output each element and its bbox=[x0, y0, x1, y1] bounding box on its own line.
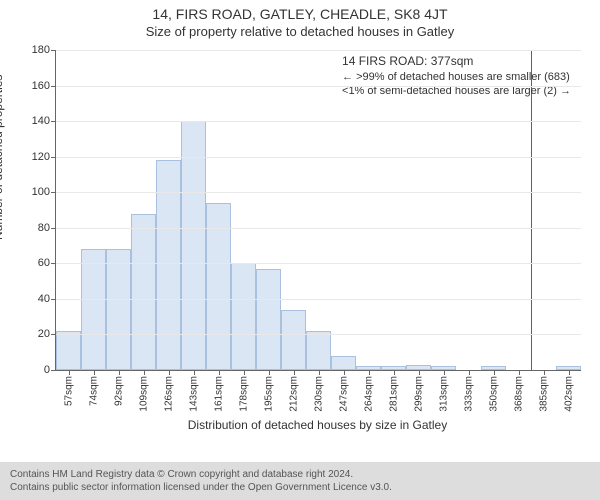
bar bbox=[331, 356, 356, 370]
annotation-box: 14 FIRS ROAD: 377sqm ← >99% of detached … bbox=[342, 54, 571, 98]
footer-line-1: Contains HM Land Registry data © Crown c… bbox=[10, 468, 590, 481]
xtick-label: 212sqm bbox=[288, 376, 299, 412]
xtick-label: 333sqm bbox=[463, 376, 474, 412]
y-axis-label: Number of detached properties bbox=[0, 75, 5, 240]
xtick-mark bbox=[469, 370, 470, 375]
gridline bbox=[56, 334, 581, 335]
gridline bbox=[56, 121, 581, 122]
xtick-mark bbox=[444, 370, 445, 375]
ytick-mark bbox=[51, 228, 56, 229]
gridline bbox=[56, 50, 581, 51]
bar bbox=[106, 249, 131, 370]
bar bbox=[281, 310, 306, 370]
xtick-label: 126sqm bbox=[163, 376, 174, 412]
xtick-label: 109sqm bbox=[138, 376, 149, 412]
gridline bbox=[56, 86, 581, 87]
xtick-mark bbox=[569, 370, 570, 375]
bar bbox=[231, 263, 256, 370]
xtick-mark bbox=[219, 370, 220, 375]
xtick-label: 350sqm bbox=[488, 376, 499, 412]
xtick-label: 92sqm bbox=[113, 376, 124, 406]
ytick-mark bbox=[51, 192, 56, 193]
xtick-label: 195sqm bbox=[263, 376, 274, 412]
xtick-label: 247sqm bbox=[338, 376, 349, 412]
bar bbox=[256, 269, 281, 370]
xtick-mark bbox=[519, 370, 520, 375]
ytick-label: 120 bbox=[32, 151, 50, 163]
ytick-mark bbox=[51, 299, 56, 300]
xtick-label: 299sqm bbox=[413, 376, 424, 412]
ytick-label: 60 bbox=[38, 257, 50, 269]
xtick-mark bbox=[69, 370, 70, 375]
xtick-label: 178sqm bbox=[238, 376, 249, 412]
xtick-mark bbox=[394, 370, 395, 375]
ytick-label: 0 bbox=[44, 364, 50, 376]
footer: Contains HM Land Registry data © Crown c… bbox=[0, 462, 600, 500]
xtick-mark bbox=[269, 370, 270, 375]
bar bbox=[181, 121, 206, 370]
ytick-label: 160 bbox=[32, 80, 50, 92]
gridline bbox=[56, 299, 581, 300]
ytick-mark bbox=[51, 370, 56, 371]
ytick-label: 140 bbox=[32, 115, 50, 127]
xtick-mark bbox=[544, 370, 545, 375]
page-title: 14, FIRS ROAD, GATLEY, CHEADLE, SK8 4JT bbox=[0, 0, 600, 22]
xtick-mark bbox=[369, 370, 370, 375]
gridline bbox=[56, 228, 581, 229]
xtick-mark bbox=[244, 370, 245, 375]
annotation-line-1: 14 FIRS ROAD: 377sqm bbox=[342, 54, 571, 70]
bar bbox=[306, 331, 331, 370]
xtick-label: 313sqm bbox=[438, 376, 449, 412]
xtick-label: 57sqm bbox=[63, 376, 74, 406]
ytick-mark bbox=[51, 86, 56, 87]
ytick-mark bbox=[51, 50, 56, 51]
xtick-mark bbox=[144, 370, 145, 375]
gridline bbox=[56, 192, 581, 193]
footer-line-2: Contains public sector information licen… bbox=[10, 481, 590, 494]
xtick-mark bbox=[319, 370, 320, 375]
xtick-mark bbox=[194, 370, 195, 375]
ytick-mark bbox=[51, 157, 56, 158]
xtick-mark bbox=[294, 370, 295, 375]
ytick-label: 100 bbox=[32, 186, 50, 198]
bar bbox=[81, 249, 106, 370]
xtick-mark bbox=[119, 370, 120, 375]
ytick-label: 80 bbox=[38, 222, 50, 234]
xtick-label: 143sqm bbox=[188, 376, 199, 412]
bar bbox=[131, 214, 156, 370]
bar bbox=[56, 331, 81, 370]
xtick-mark bbox=[94, 370, 95, 375]
ytick-label: 180 bbox=[32, 44, 50, 56]
xtick-label: 281sqm bbox=[388, 376, 399, 412]
xtick-label: 74sqm bbox=[88, 376, 99, 406]
ytick-mark bbox=[51, 334, 56, 335]
xtick-label: 368sqm bbox=[513, 376, 524, 412]
ytick-label: 20 bbox=[38, 328, 50, 340]
xtick-label: 402sqm bbox=[563, 376, 574, 412]
xtick-label: 161sqm bbox=[213, 376, 224, 412]
chart-container: Number of detached properties 14 FIRS RO… bbox=[0, 40, 600, 440]
gridline bbox=[56, 263, 581, 264]
x-axis-label: Distribution of detached houses by size … bbox=[55, 418, 580, 432]
xtick-label: 230sqm bbox=[313, 376, 324, 412]
annotation-line-2: ← >99% of detached houses are smaller (6… bbox=[342, 70, 571, 84]
page-subtitle: Size of property relative to detached ho… bbox=[0, 22, 600, 39]
xtick-mark bbox=[494, 370, 495, 375]
xtick-mark bbox=[169, 370, 170, 375]
plot-area: 14 FIRS ROAD: 377sqm ← >99% of detached … bbox=[55, 50, 581, 371]
xtick-label: 264sqm bbox=[363, 376, 374, 412]
xtick-mark bbox=[419, 370, 420, 375]
xtick-mark bbox=[344, 370, 345, 375]
ytick-mark bbox=[51, 263, 56, 264]
ytick-mark bbox=[51, 121, 56, 122]
ytick-label: 40 bbox=[38, 293, 50, 305]
xtick-label: 385sqm bbox=[538, 376, 549, 412]
gridline bbox=[56, 157, 581, 158]
